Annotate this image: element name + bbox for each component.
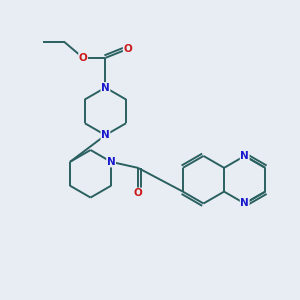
Text: N: N xyxy=(240,199,249,208)
Text: N: N xyxy=(101,82,110,93)
Text: N: N xyxy=(101,130,110,140)
Text: O: O xyxy=(123,44,132,54)
Text: O: O xyxy=(79,53,88,63)
Text: N: N xyxy=(240,151,249,161)
Text: N: N xyxy=(107,157,116,167)
Text: O: O xyxy=(134,188,142,198)
